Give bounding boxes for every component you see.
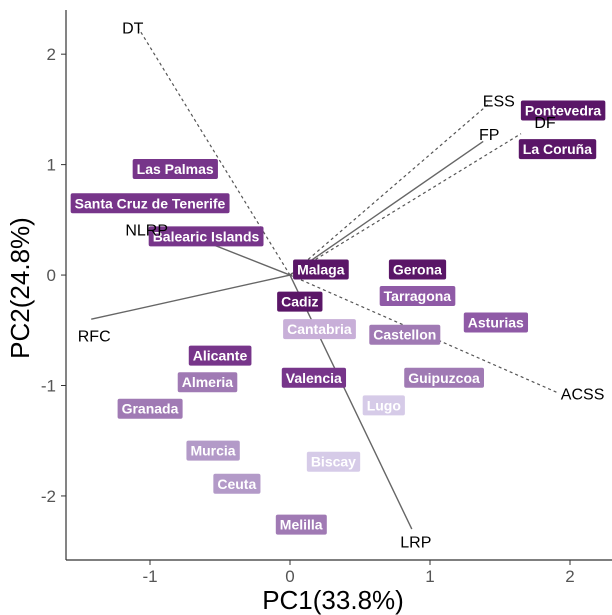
point-label-box — [275, 514, 327, 535]
x-tick-label: -1 — [142, 567, 157, 586]
point-ceuta: Ceuta — [213, 473, 261, 494]
point-label-box — [520, 100, 606, 121]
y-tick-label: 1 — [47, 156, 56, 175]
point-label-box — [404, 367, 484, 388]
point-label-box — [306, 451, 361, 472]
point-valencia: Valencia — [281, 367, 347, 388]
variable-label-rfc: RFC — [78, 329, 111, 346]
loading-line-df — [289, 133, 522, 276]
point-label-box — [132, 159, 218, 180]
point-label-box — [277, 291, 323, 312]
observations-layer: Pontevedra La Coruña Las Palmas Santa Cruz … — [70, 100, 606, 535]
point-label: Santa Cruz de Tenerife — [75, 195, 226, 211]
loading-line-rfc — [91, 274, 291, 320]
loading-line-ess — [289, 103, 490, 276]
point-la-coruna: La Coruña — [518, 139, 597, 160]
y-tick-label: -2 — [41, 487, 56, 506]
x-ticks: -1 0 1 2 — [142, 560, 575, 586]
y-axis-title: PC2(24.8%) — [5, 217, 35, 359]
point-biscay: Biscay — [306, 451, 361, 472]
point-label: Ceuta — [217, 476, 256, 492]
point-label-box — [70, 193, 230, 214]
point-label: Cadiz — [281, 294, 318, 310]
point-label: Asturias — [468, 315, 524, 331]
point-label-box — [293, 259, 349, 280]
variable-label-dt: DT — [122, 20, 144, 37]
point-label-box — [283, 319, 356, 340]
point-guipuzcoa: Guipuzcoa — [404, 367, 484, 388]
point-label: La Coruña — [523, 141, 592, 157]
y-tick-label: 2 — [47, 45, 56, 64]
variable-labels-layer: DT ESS DF FP NLRP RFC ACSS LRP — [78, 20, 605, 551]
point-label: Balearic Islands — [153, 228, 260, 244]
point-las-palmas: Las Palmas — [132, 159, 218, 180]
variable-label-lrp: LRP — [400, 535, 431, 552]
point-label-box — [281, 367, 347, 388]
point-cadiz: Cadiz — [277, 291, 323, 312]
point-malaga: Malaga — [293, 259, 349, 280]
x-tick-label: 0 — [285, 567, 294, 586]
point-label-box — [148, 226, 264, 247]
point-tarragona: Tarragona — [379, 286, 456, 307]
y-tick-label: -1 — [41, 377, 56, 396]
point-label-box — [117, 398, 183, 419]
point-lugo: Lugo — [362, 395, 405, 416]
point-label: Castellon — [373, 327, 436, 343]
x-axis-title: PC1(33.8%) — [262, 585, 404, 615]
point-asturias: Asturias — [463, 312, 529, 333]
point-label: Las Palmas — [137, 161, 214, 177]
variable-label-df: DF — [534, 115, 556, 132]
x-tick-label: 1 — [425, 567, 434, 586]
y-tick-label: 0 — [47, 266, 56, 285]
point-label-box — [518, 139, 597, 160]
point-label-box — [186, 440, 240, 461]
point-label: Granada — [122, 401, 179, 417]
point-label: Tarragona — [384, 288, 452, 304]
point-pontevedra: Pontevedra — [520, 100, 606, 121]
point-label: Lugo — [367, 397, 401, 413]
point-label: Melilla — [280, 517, 323, 533]
point-gerona: Gerona — [388, 259, 447, 280]
point-label-box — [369, 324, 441, 345]
variable-label-nlrp: NLRP — [125, 222, 168, 239]
point-label: Gerona — [393, 262, 442, 278]
point-cantabria: Cantabria — [283, 319, 356, 340]
point-label-box — [188, 345, 252, 366]
point-granada: Granada — [117, 398, 183, 419]
point-label: Murcia — [190, 443, 235, 459]
point-murcia: Murcia — [186, 440, 240, 461]
point-almeria: Almeria — [177, 372, 238, 393]
variable-label-ess: ESS — [483, 93, 515, 110]
point-label-box — [463, 312, 529, 333]
variable-label-fp: FP — [479, 127, 499, 144]
point-label: Malaga — [297, 262, 345, 278]
point-label: Alicante — [193, 348, 248, 364]
loading-line-lrp — [289, 274, 413, 530]
variable-label-acss: ACSS — [561, 387, 605, 404]
point-santa-cruz-de-tenerife: Santa Cruz de Tenerife — [70, 193, 230, 214]
point-label: Biscay — [311, 454, 356, 470]
loading-line-dt — [138, 28, 291, 276]
point-label-box — [177, 372, 238, 393]
point-label: Valencia — [286, 370, 342, 386]
loading-line-fp — [289, 140, 484, 276]
point-label-box — [213, 473, 261, 494]
point-label: Cantabria — [287, 321, 352, 337]
point-balearic-islands: Balearic Islands — [148, 226, 264, 247]
point-label-box — [362, 395, 405, 416]
point-label: Pontevedra — [525, 103, 601, 119]
point-castellon: Castellon — [369, 324, 441, 345]
point-label: Guipuzcoa — [408, 370, 480, 386]
point-alicante: Alicante — [188, 345, 252, 366]
y-ticks: 2 1 0 -1 -2 — [41, 45, 66, 506]
point-label-box — [379, 286, 456, 307]
x-tick-label: 2 — [565, 567, 574, 586]
point-label-box — [388, 259, 447, 280]
point-label: Almeria — [182, 374, 234, 390]
point-melilla: Melilla — [275, 514, 327, 535]
